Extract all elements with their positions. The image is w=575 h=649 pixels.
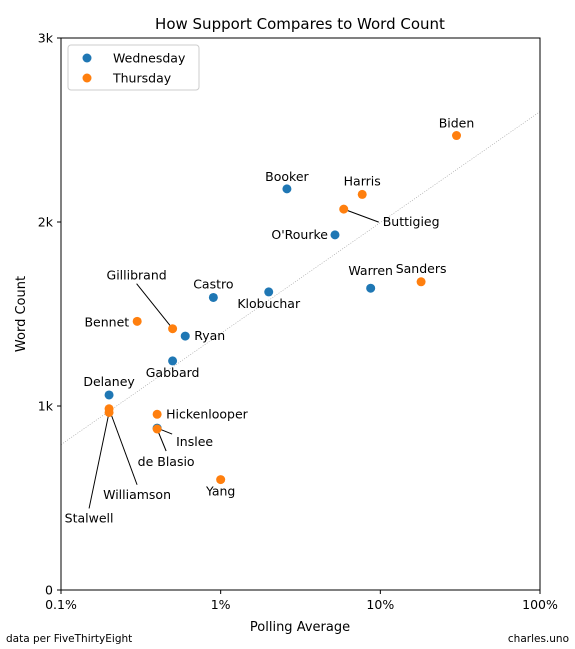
point-label: Ryan [194,328,225,343]
legend-label: Wednesday [113,51,186,66]
data-point-castro [208,292,218,302]
point-label: Hickenlooper [166,406,249,421]
point-label: Stalwell [65,510,114,525]
data-point-klobuchar [264,287,274,297]
data-point-yang [216,475,226,485]
point-label: Yang [205,484,235,499]
data-point-stalwell [104,407,114,417]
data-point-gabbard [168,356,178,366]
legend: Wednesday Thursday [67,44,200,91]
data-point-gillibrand [168,324,178,334]
data-point-harris [357,189,367,199]
point-label: Delaney [83,374,135,389]
plot-frame [60,37,541,591]
y-axis-label: Word Count [14,276,29,352]
point-label: Inslee [176,434,213,449]
point-label: Williamson [103,487,171,502]
annotation-leader [343,208,379,223]
annotation-leader [88,412,110,509]
point-label: de Blasio [138,454,195,469]
annotation-leader [108,408,138,485]
x-tick-label: 0.1% [45,597,77,612]
point-label: Gabbard [146,365,200,380]
credit-note: charles.uno [507,633,569,645]
legend-marker [82,53,92,63]
point-label: Booker [265,169,309,184]
data-point-sanders [416,277,426,287]
data-point-hickenlooper [152,409,162,419]
y-tick-label: 0 [45,583,53,598]
x-tick-label: 100% [522,597,558,612]
data-point-o-rourke [330,230,340,240]
point-label: O'Rourke [271,227,328,242]
data-point-warren [366,283,376,293]
source-note: data per FiveThirtyEight [6,633,133,645]
point-label: Warren [348,263,393,278]
legend-marker [82,73,92,83]
point-label: Bennet [84,314,129,329]
x-tick-label: 1% [211,597,231,612]
data-point-buttigieg [339,204,349,214]
x-axis-label: Polling Average [250,620,350,635]
point-label: Sanders [396,261,447,276]
legend-label: Thursday [112,71,172,86]
y-tick-label: 1k [38,399,54,414]
data-point-biden [452,131,462,141]
point-label: Klobuchar [237,296,301,311]
data-point-delaney [104,390,114,400]
point-label: Biden [439,116,475,131]
data-point-ryan [180,331,190,341]
point-label: Harris [344,173,381,188]
point-label: Gillibrand [107,268,167,283]
point-label: Castro [193,276,233,291]
x-tick-label: 10% [366,597,394,612]
data-point-booker [282,184,292,194]
chart-title: How Support Compares to Word Count [155,15,445,33]
y-tick-label: 2k [38,215,54,230]
data-point-bennet [132,316,142,326]
point-label: Buttigieg [383,214,440,229]
legend-box [67,44,200,91]
y-tick-label: 3k [38,31,54,46]
data-point-de-blasio [152,424,162,434]
annotation-leader [136,283,173,330]
